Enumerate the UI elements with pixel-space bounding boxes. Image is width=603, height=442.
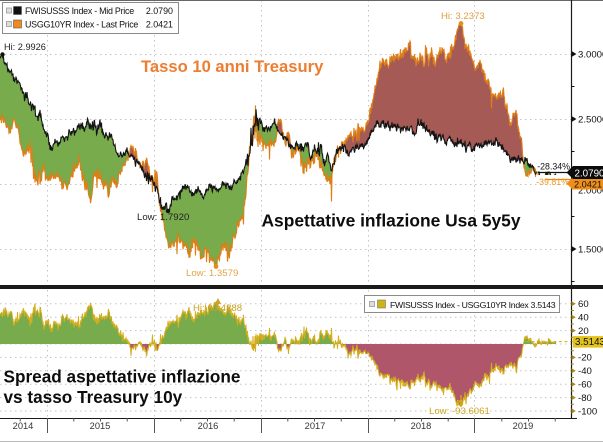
svg-text:Low: 1.3579: Low: 1.3579	[186, 268, 238, 279]
svg-text:2016: 2016	[198, 421, 219, 431]
svg-text:3.5143: 3.5143	[575, 337, 603, 348]
svg-text:FWISUSSS Index - USGG10YR Inde: FWISUSSS Index - USGG10YR Index 3.5143	[390, 300, 556, 310]
svg-text:-100: -100	[578, 406, 597, 417]
svg-text:2.0421: 2.0421	[574, 179, 602, 189]
svg-text:Hi: 63.4288: Hi: 63.4288	[193, 303, 242, 314]
svg-text:-20: -20	[578, 353, 592, 364]
svg-text:2.0790: 2.0790	[146, 6, 173, 16]
svg-text:2.0000: 2.0000	[578, 185, 603, 196]
svg-text:20: 20	[578, 326, 589, 337]
svg-text:2.0421: 2.0421	[146, 19, 173, 29]
svg-text:-40: -40	[578, 366, 592, 377]
svg-text:-28.34%: -28.34%	[537, 162, 570, 172]
svg-text:Aspettative inflazione Usa 5y5: Aspettative inflazione Usa 5y5y	[262, 211, 521, 231]
svg-text:Low: 1.7920: Low: 1.7920	[137, 212, 189, 223]
svg-text:2015: 2015	[90, 421, 111, 431]
svg-text:-39.81%: -39.81%	[536, 177, 569, 187]
svg-text:3.0000: 3.0000	[578, 49, 603, 60]
svg-text:2018: 2018	[411, 421, 432, 431]
svg-text:2.5000: 2.5000	[578, 114, 603, 125]
svg-text:FWISUSSS Index - Mid Price: FWISUSSS Index - Mid Price	[25, 6, 134, 16]
svg-text:Spread aspettative inflazione: Spread aspettative inflazione	[4, 367, 241, 387]
svg-text:-80: -80	[578, 393, 592, 404]
svg-text:Low: -93.6061: Low: -93.6061	[429, 406, 490, 417]
svg-text:2017: 2017	[305, 421, 326, 431]
svg-text:2.0790: 2.0790	[575, 168, 603, 179]
svg-text:USGG10YR Index - Last Price: USGG10YR Index - Last Price	[25, 19, 138, 29]
svg-text:vs tasso Treasury 10y: vs tasso Treasury 10y	[4, 387, 183, 407]
svg-text:Hi: 3.2373: Hi: 3.2373	[441, 11, 485, 22]
svg-text:Tasso 10 anni Treasury: Tasso 10 anni Treasury	[141, 57, 324, 76]
svg-text:40: 40	[578, 313, 589, 324]
svg-text:1.5000: 1.5000	[578, 244, 603, 255]
svg-text:-60: -60	[578, 380, 592, 391]
svg-text:2019: 2019	[513, 421, 534, 431]
svg-text:60: 60	[578, 299, 589, 310]
svg-text:2014: 2014	[13, 421, 34, 431]
svg-text:Hi: 2.9926: Hi: 2.9926	[4, 42, 46, 52]
